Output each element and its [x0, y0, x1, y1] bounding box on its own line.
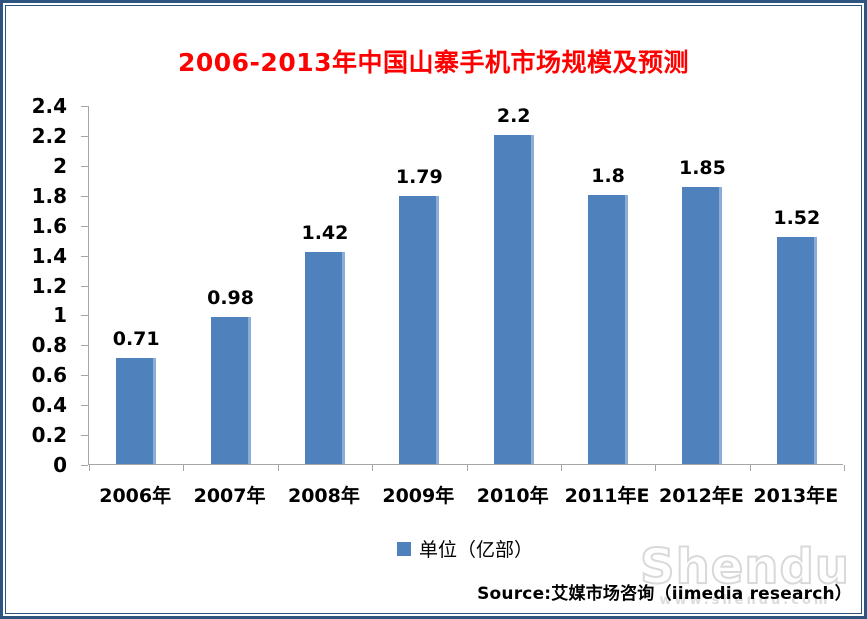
bar-value-label: 0.71	[112, 327, 160, 350]
y-axis-tick	[81, 285, 88, 287]
y-axis-tick	[81, 465, 88, 466]
y-axis-tick-label: 1.8	[31, 183, 67, 208]
x-axis-label: 2009年	[382, 485, 455, 507]
y-axis-tick	[81, 435, 88, 437]
y-axis-tick	[81, 315, 88, 317]
y-axis-tick-label: 2.2	[31, 123, 67, 148]
y-axis-tick-label: 0.6	[31, 363, 67, 388]
bar	[682, 187, 723, 464]
bar	[399, 196, 440, 464]
watermark-url: www.shendu.com	[659, 593, 831, 608]
y-axis-tick	[81, 195, 88, 197]
legend: 单位（亿部）	[396, 535, 534, 562]
y-axis-tick-label: 1.6	[31, 213, 67, 238]
y-axis-tick	[81, 345, 88, 347]
y-axis-labels: 2.4 2.2 2 1.8 1.6 1.4 1.2 1 0.8 0.6 0.4 0.2 0	[3, 95, 80, 476]
bar	[588, 194, 629, 464]
y-axis-tick	[81, 255, 88, 257]
source-text: Source:艾媒市场咨询（iimedia research）	[477, 584, 852, 604]
y-axis-tick-label: 1	[53, 303, 67, 328]
x-axis-tick	[183, 465, 184, 471]
y-axis-tick	[81, 375, 88, 377]
x-axis-tick	[844, 465, 845, 471]
y-axis-tick	[81, 225, 88, 227]
x-axis-labels: 2006年 2007年 2008年 2009年 2010年 2011年E 2012年E 201…	[88, 481, 843, 511]
bar	[210, 317, 251, 464]
plot-area: 0.71 0.98 1.42 1.79 2.2 1.8 1.85 1.52	[81, 104, 845, 471]
bar-value-label: 1.52	[773, 206, 821, 229]
watermark-logo: Shendu	[639, 539, 850, 595]
watermark: Shendu www.shendu.com	[639, 539, 850, 608]
x-axis-tick	[467, 465, 468, 471]
y-axis-tick-label: 2.4	[31, 94, 67, 118]
y-axis-tick-label: 1.2	[31, 273, 67, 298]
bar-value-label: 1.8	[591, 164, 625, 187]
bar	[116, 357, 157, 464]
x-axis-tick	[278, 465, 279, 471]
x-axis-tick	[89, 465, 90, 471]
x-axis-label: 2013年E	[753, 485, 839, 507]
x-axis-label: 2012年E	[659, 485, 744, 507]
x-axis-label: 2007年	[193, 485, 266, 507]
y-axis-tick-label: 0.2	[31, 423, 67, 448]
y-axis-tick	[81, 135, 88, 137]
y-axis-tick-label: 0	[53, 453, 67, 477]
legend-swatch-icon	[396, 541, 411, 556]
x-axis-tick	[655, 465, 656, 471]
y-axis-tick-label: 2	[53, 153, 67, 178]
y-axis-tick-label: 0.8	[31, 333, 67, 358]
bar	[776, 236, 817, 464]
x-axis-tick	[372, 465, 373, 471]
chart-title: 2006-2013年中国山寨手机市场规模及预测	[177, 48, 690, 77]
bar	[493, 134, 534, 464]
chart-frame-border	[3, 3, 864, 616]
bar	[304, 251, 345, 464]
legend-label: 单位（亿部）	[418, 539, 534, 561]
bar-value-label: 2.2	[496, 104, 531, 127]
bar-value-label: 1.79	[395, 166, 443, 189]
y-axis-tick	[81, 165, 88, 167]
y-axis-tick	[81, 106, 88, 107]
y-axis-tick-label: 0.4	[31, 393, 67, 418]
bar-value-label: 1.85	[678, 157, 726, 180]
x-axis-label: 2010年	[476, 485, 549, 507]
bar-value-label: 1.42	[301, 221, 349, 244]
x-axis-tick	[561, 465, 562, 471]
y-axis-tick-label: 1.4	[31, 243, 67, 268]
x-axis-tick	[750, 465, 751, 471]
x-axis-label: 2006年	[99, 485, 172, 507]
y-axis-tick	[81, 405, 88, 407]
bar-value-label: 0.98	[207, 287, 254, 310]
x-axis-label: 2011年E	[564, 485, 650, 507]
x-axis-label: 2008年	[287, 485, 360, 507]
